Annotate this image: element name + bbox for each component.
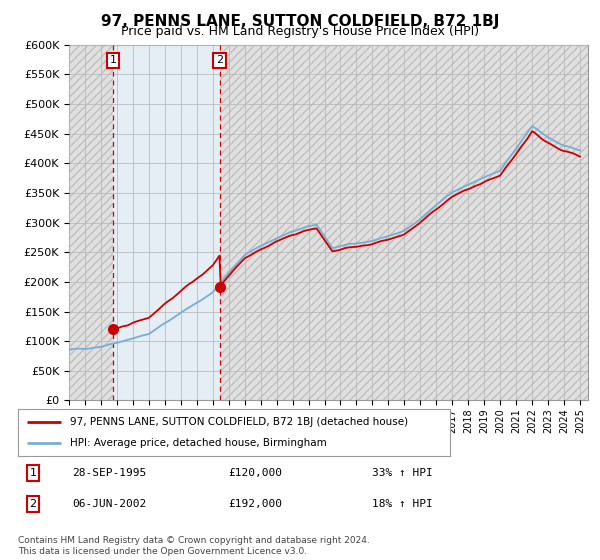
- Text: 06-JUN-2002: 06-JUN-2002: [72, 499, 146, 509]
- Text: 2: 2: [29, 499, 37, 509]
- Text: 1: 1: [29, 468, 37, 478]
- Text: 97, PENNS LANE, SUTTON COLDFIELD, B72 1BJ: 97, PENNS LANE, SUTTON COLDFIELD, B72 1B…: [101, 14, 499, 29]
- Text: £192,000: £192,000: [228, 499, 282, 509]
- Text: 18% ↑ HPI: 18% ↑ HPI: [372, 499, 433, 509]
- Bar: [220, 45, 588, 400]
- Text: £120,000: £120,000: [228, 468, 282, 478]
- Text: 1: 1: [109, 55, 116, 66]
- Text: Contains HM Land Registry data © Crown copyright and database right 2024.
This d: Contains HM Land Registry data © Crown c…: [18, 536, 370, 556]
- Text: 33% ↑ HPI: 33% ↑ HPI: [372, 468, 433, 478]
- Bar: [113, 45, 220, 400]
- Bar: [69, 45, 113, 400]
- Text: 28-SEP-1995: 28-SEP-1995: [72, 468, 146, 478]
- Text: Price paid vs. HM Land Registry's House Price Index (HPI): Price paid vs. HM Land Registry's House …: [121, 25, 479, 38]
- Text: 97, PENNS LANE, SUTTON COLDFIELD, B72 1BJ (detached house): 97, PENNS LANE, SUTTON COLDFIELD, B72 1B…: [70, 417, 408, 427]
- Text: HPI: Average price, detached house, Birmingham: HPI: Average price, detached house, Birm…: [70, 438, 326, 448]
- Text: 2: 2: [216, 55, 223, 66]
